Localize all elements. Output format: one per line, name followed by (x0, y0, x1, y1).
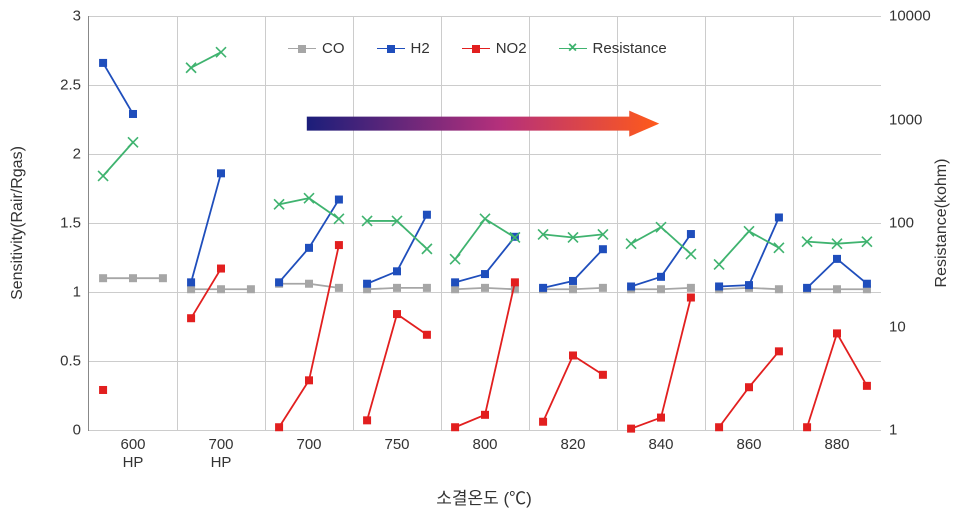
legend-item: × Resistance (559, 40, 667, 57)
legend-label: NO2 (496, 40, 527, 57)
chart-container: 0 0.5 1 1.5 2 2.5 3 1 10 100 1000 10000 600 HP 700 HP… (0, 0, 958, 519)
x-tick-label: 600 HP (120, 436, 145, 472)
x-tick-label: 750 (384, 436, 409, 454)
x-tick-label: 800 (472, 436, 497, 454)
y-axis-label: Sensitivity(Rair/Rgas) (9, 146, 27, 300)
legend: CO H2 NO2 × Resistance (288, 40, 667, 57)
y2-tick-label: 100 (889, 215, 914, 232)
x-tick-label: 880 (824, 436, 849, 454)
y2-tick-label: 1 (889, 422, 897, 439)
y-tick-label: 0.5 (60, 353, 81, 370)
legend-line (462, 48, 490, 50)
y-tick-label: 1.5 (60, 215, 81, 232)
legend-marker-x: × (568, 39, 577, 57)
x-tick-label: 700 HP (208, 436, 233, 472)
plot-area: 00.511.522.53110100100010000600 HP700 HP… (88, 16, 881, 431)
y-tick-label: 2 (73, 146, 81, 163)
legend-label: Resistance (593, 40, 667, 57)
y-tick-label: 0 (73, 422, 81, 439)
legend-line: × (559, 48, 587, 50)
y-tick-label: 2.5 (60, 77, 81, 94)
legend-label: CO (322, 40, 345, 57)
legend-item: NO2 (462, 40, 527, 57)
y2-axis-label: Resistance(kohm) (933, 159, 951, 288)
legend-item: H2 (377, 40, 430, 57)
x-tick-label: 700 (296, 436, 321, 454)
y2-tick-label: 10 (889, 318, 906, 335)
x-tick-label: 860 (736, 436, 761, 454)
legend-marker-square (387, 45, 395, 53)
legend-label: H2 (411, 40, 430, 57)
legend-marker-square (472, 45, 480, 53)
x-axis-label: 소결온도 (℃) (436, 484, 532, 509)
x-tick-label: 840 (648, 436, 673, 454)
gridline-h (89, 430, 881, 431)
y2-tick-label: 10000 (889, 8, 931, 25)
legend-line (377, 48, 405, 50)
legend-item: CO (288, 40, 345, 57)
legend-marker-square (298, 45, 306, 53)
heat-gradient-arrow (89, 16, 881, 430)
y2-tick-label: 1000 (889, 111, 922, 128)
y-tick-label: 3 (73, 8, 81, 25)
legend-line (288, 48, 316, 50)
y-tick-label: 1 (73, 284, 81, 301)
x-tick-label: 820 (560, 436, 585, 454)
